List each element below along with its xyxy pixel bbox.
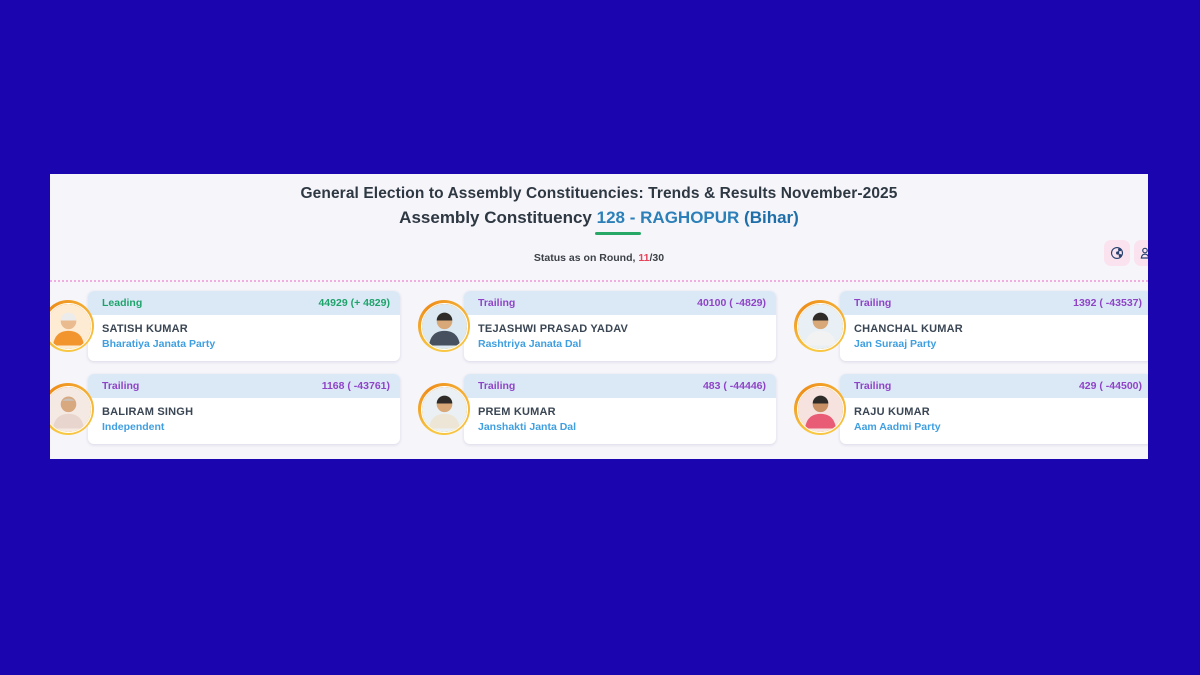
candidate-name: SATISH KUMAR [102, 323, 188, 335]
card-body: CHANCHAL KUMAR Jan Suraaj Party [840, 315, 1148, 350]
card-header: Trailing 1392 ( -43537) [840, 291, 1148, 315]
constituency-title: Assembly Constituency 128 - RAGHOPUR (Bi… [50, 208, 1148, 228]
candidate-name: RAJU KUMAR [854, 406, 930, 418]
candidate-name: TEJASHWI PRASAD YADAV [478, 323, 629, 335]
candidate-grid: Leading 44929 (+ 4829) SATISH KUMAR Bhar… [50, 291, 1148, 444]
status-label: Trailing [478, 297, 516, 309]
round-status: Status as on Round, 11/30 [50, 252, 1148, 264]
results-panel: General Election to Assembly Constituenc… [50, 174, 1148, 459]
candidate-card-box[interactable]: Trailing 429 ( -44500) RAJU KUMAR Aam Aa… [840, 374, 1148, 444]
party-name: Bharatiya Janata Party [102, 338, 216, 350]
candidate-name: PREM KUMAR [478, 406, 556, 418]
status-label: Trailing [854, 297, 892, 309]
vote-count: 483 ( -44446) [702, 380, 766, 392]
round-current: 11 [638, 252, 650, 264]
candidate-card: Trailing 429 ( -44500) RAJU KUMAR Aam Aa… [794, 374, 1148, 444]
candidate-card: Trailing 40100 ( -4829) TEJASHWI PRASAD … [418, 291, 776, 361]
status-label: Leading [102, 297, 143, 309]
page-title: General Election to Assembly Constituenc… [300, 185, 898, 202]
candidate-card: Trailing 483 ( -44446) PREM KUMAR Jansha… [418, 374, 776, 444]
round-total: /30 [649, 252, 665, 264]
card-header: Trailing 483 ( -44446) [464, 374, 776, 398]
card-body: BALIRAM SINGH Independent [88, 398, 400, 433]
toolbar [1104, 240, 1148, 266]
candidate-card-box[interactable]: Trailing 40100 ( -4829) TEJASHWI PRASAD … [464, 291, 776, 361]
candidate-name: BALIRAM SINGH [102, 406, 194, 418]
candidate-photo [794, 383, 846, 435]
vote-count: 429 ( -44500) [1078, 380, 1142, 392]
candidate-card: Trailing 1392 ( -43537) CHANCHAL KUMAR J… [794, 291, 1148, 361]
vote-count: 1392 ( -43537) [1073, 297, 1142, 309]
status-label: Trailing [854, 380, 892, 392]
constituency-number: 128 [596, 208, 626, 227]
candidate-card-box[interactable]: Trailing 1392 ( -43537) CHANCHAL KUMAR J… [840, 291, 1148, 361]
candidate-photo [418, 300, 470, 352]
map-network-icon [1109, 245, 1125, 261]
constituency-name: - RAGHOPUR [629, 208, 740, 227]
map-network-button[interactable] [1104, 240, 1130, 266]
status-label: Trailing [478, 380, 516, 392]
candidate-name: CHANCHAL KUMAR [854, 323, 963, 335]
candidate-card-box[interactable]: Trailing 1168 ( -43761) BALIRAM SINGH In… [88, 374, 400, 444]
candidate-photo [50, 383, 94, 435]
vote-count: 1168 ( -43761) [321, 380, 390, 392]
party-name: Aam Aadmi Party [854, 421, 941, 433]
party-name: Rashtriya Janata Dal [478, 338, 582, 350]
card-body: PREM KUMAR Janshakti Janta Dal [464, 398, 776, 433]
card-header: Trailing 40100 ( -4829) [464, 291, 776, 315]
card-body: RAJU KUMAR Aam Aadmi Party [840, 398, 1148, 433]
candidate-card: Trailing 1168 ( -43761) BALIRAM SINGH In… [50, 374, 400, 444]
state-name: (Bihar) [744, 208, 799, 227]
candidate-card-box[interactable]: Trailing 483 ( -44446) PREM KUMAR Jansha… [464, 374, 776, 444]
candidate-photo [794, 300, 846, 352]
dotted-separator [50, 280, 1148, 282]
party-name: Jan Suraaj Party [854, 338, 937, 350]
card-header: Trailing 1168 ( -43761) [88, 374, 400, 398]
candidate-card-box[interactable]: Leading 44929 (+ 4829) SATISH KUMAR Bhar… [88, 291, 400, 361]
candidate-photo [50, 300, 94, 352]
candidate-card: Leading 44929 (+ 4829) SATISH KUMAR Bhar… [50, 291, 400, 361]
party-name: Janshakti Janta Dal [478, 421, 577, 433]
card-header: Trailing 429 ( -44500) [840, 374, 1148, 398]
status-label: Trailing [102, 380, 140, 392]
vote-count: 44929 (+ 4829) [318, 297, 390, 309]
constituency-title-prefix: Assembly Constituency [399, 208, 592, 227]
card-body: SATISH KUMAR Bharatiya Janata Party [88, 315, 400, 350]
round-status-prefix: Status as on Round, [533, 252, 639, 264]
candidate-photo [418, 383, 470, 435]
card-body: TEJASHWI PRASAD YADAV Rashtriya Janata D… [464, 315, 776, 350]
vote-count: 40100 ( -4829) [697, 297, 766, 309]
party-name: Independent [102, 421, 165, 433]
card-header: Leading 44929 (+ 4829) [88, 291, 400, 315]
candidate-list-button[interactable] [1134, 240, 1148, 266]
candidate-list-icon [1139, 245, 1148, 261]
